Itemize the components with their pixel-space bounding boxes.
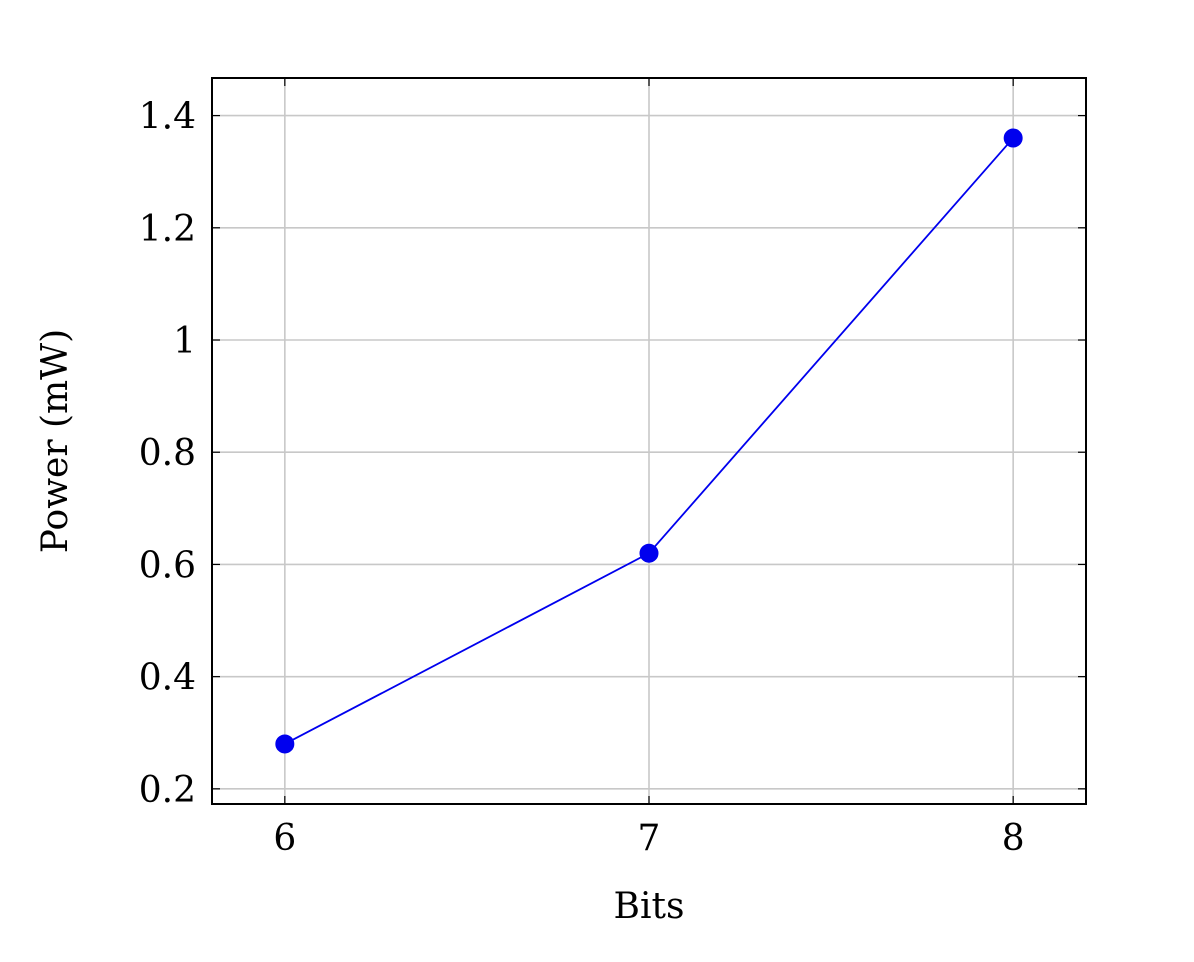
y-tick-label: 1.2 xyxy=(139,209,196,250)
y-tick-label: 0.4 xyxy=(139,658,196,699)
x-axis-ticks: 6 7 8 xyxy=(273,78,1025,859)
data-point xyxy=(639,543,659,563)
y-tick-label: 0.6 xyxy=(139,545,196,586)
y-axis-ticks: 0.2 0.4 0.6 0.8 1 1.2 1.4 xyxy=(139,97,1086,811)
y-axis-label: Power (mW) xyxy=(35,329,76,553)
y-tick-label: 0.2 xyxy=(139,770,196,811)
x-tick-label: 6 xyxy=(273,818,296,859)
x-axis-label: Bits xyxy=(614,886,685,927)
x-tick-label: 8 xyxy=(1002,818,1025,859)
data-point xyxy=(275,734,295,754)
y-tick-label: 1.4 xyxy=(139,97,196,138)
data-point xyxy=(1003,128,1023,148)
series-layer xyxy=(275,128,1023,754)
y-tick-label: 1 xyxy=(173,321,196,362)
grid xyxy=(212,78,1086,804)
x-tick-label: 7 xyxy=(638,818,661,859)
y-tick-label: 0.8 xyxy=(139,433,196,474)
